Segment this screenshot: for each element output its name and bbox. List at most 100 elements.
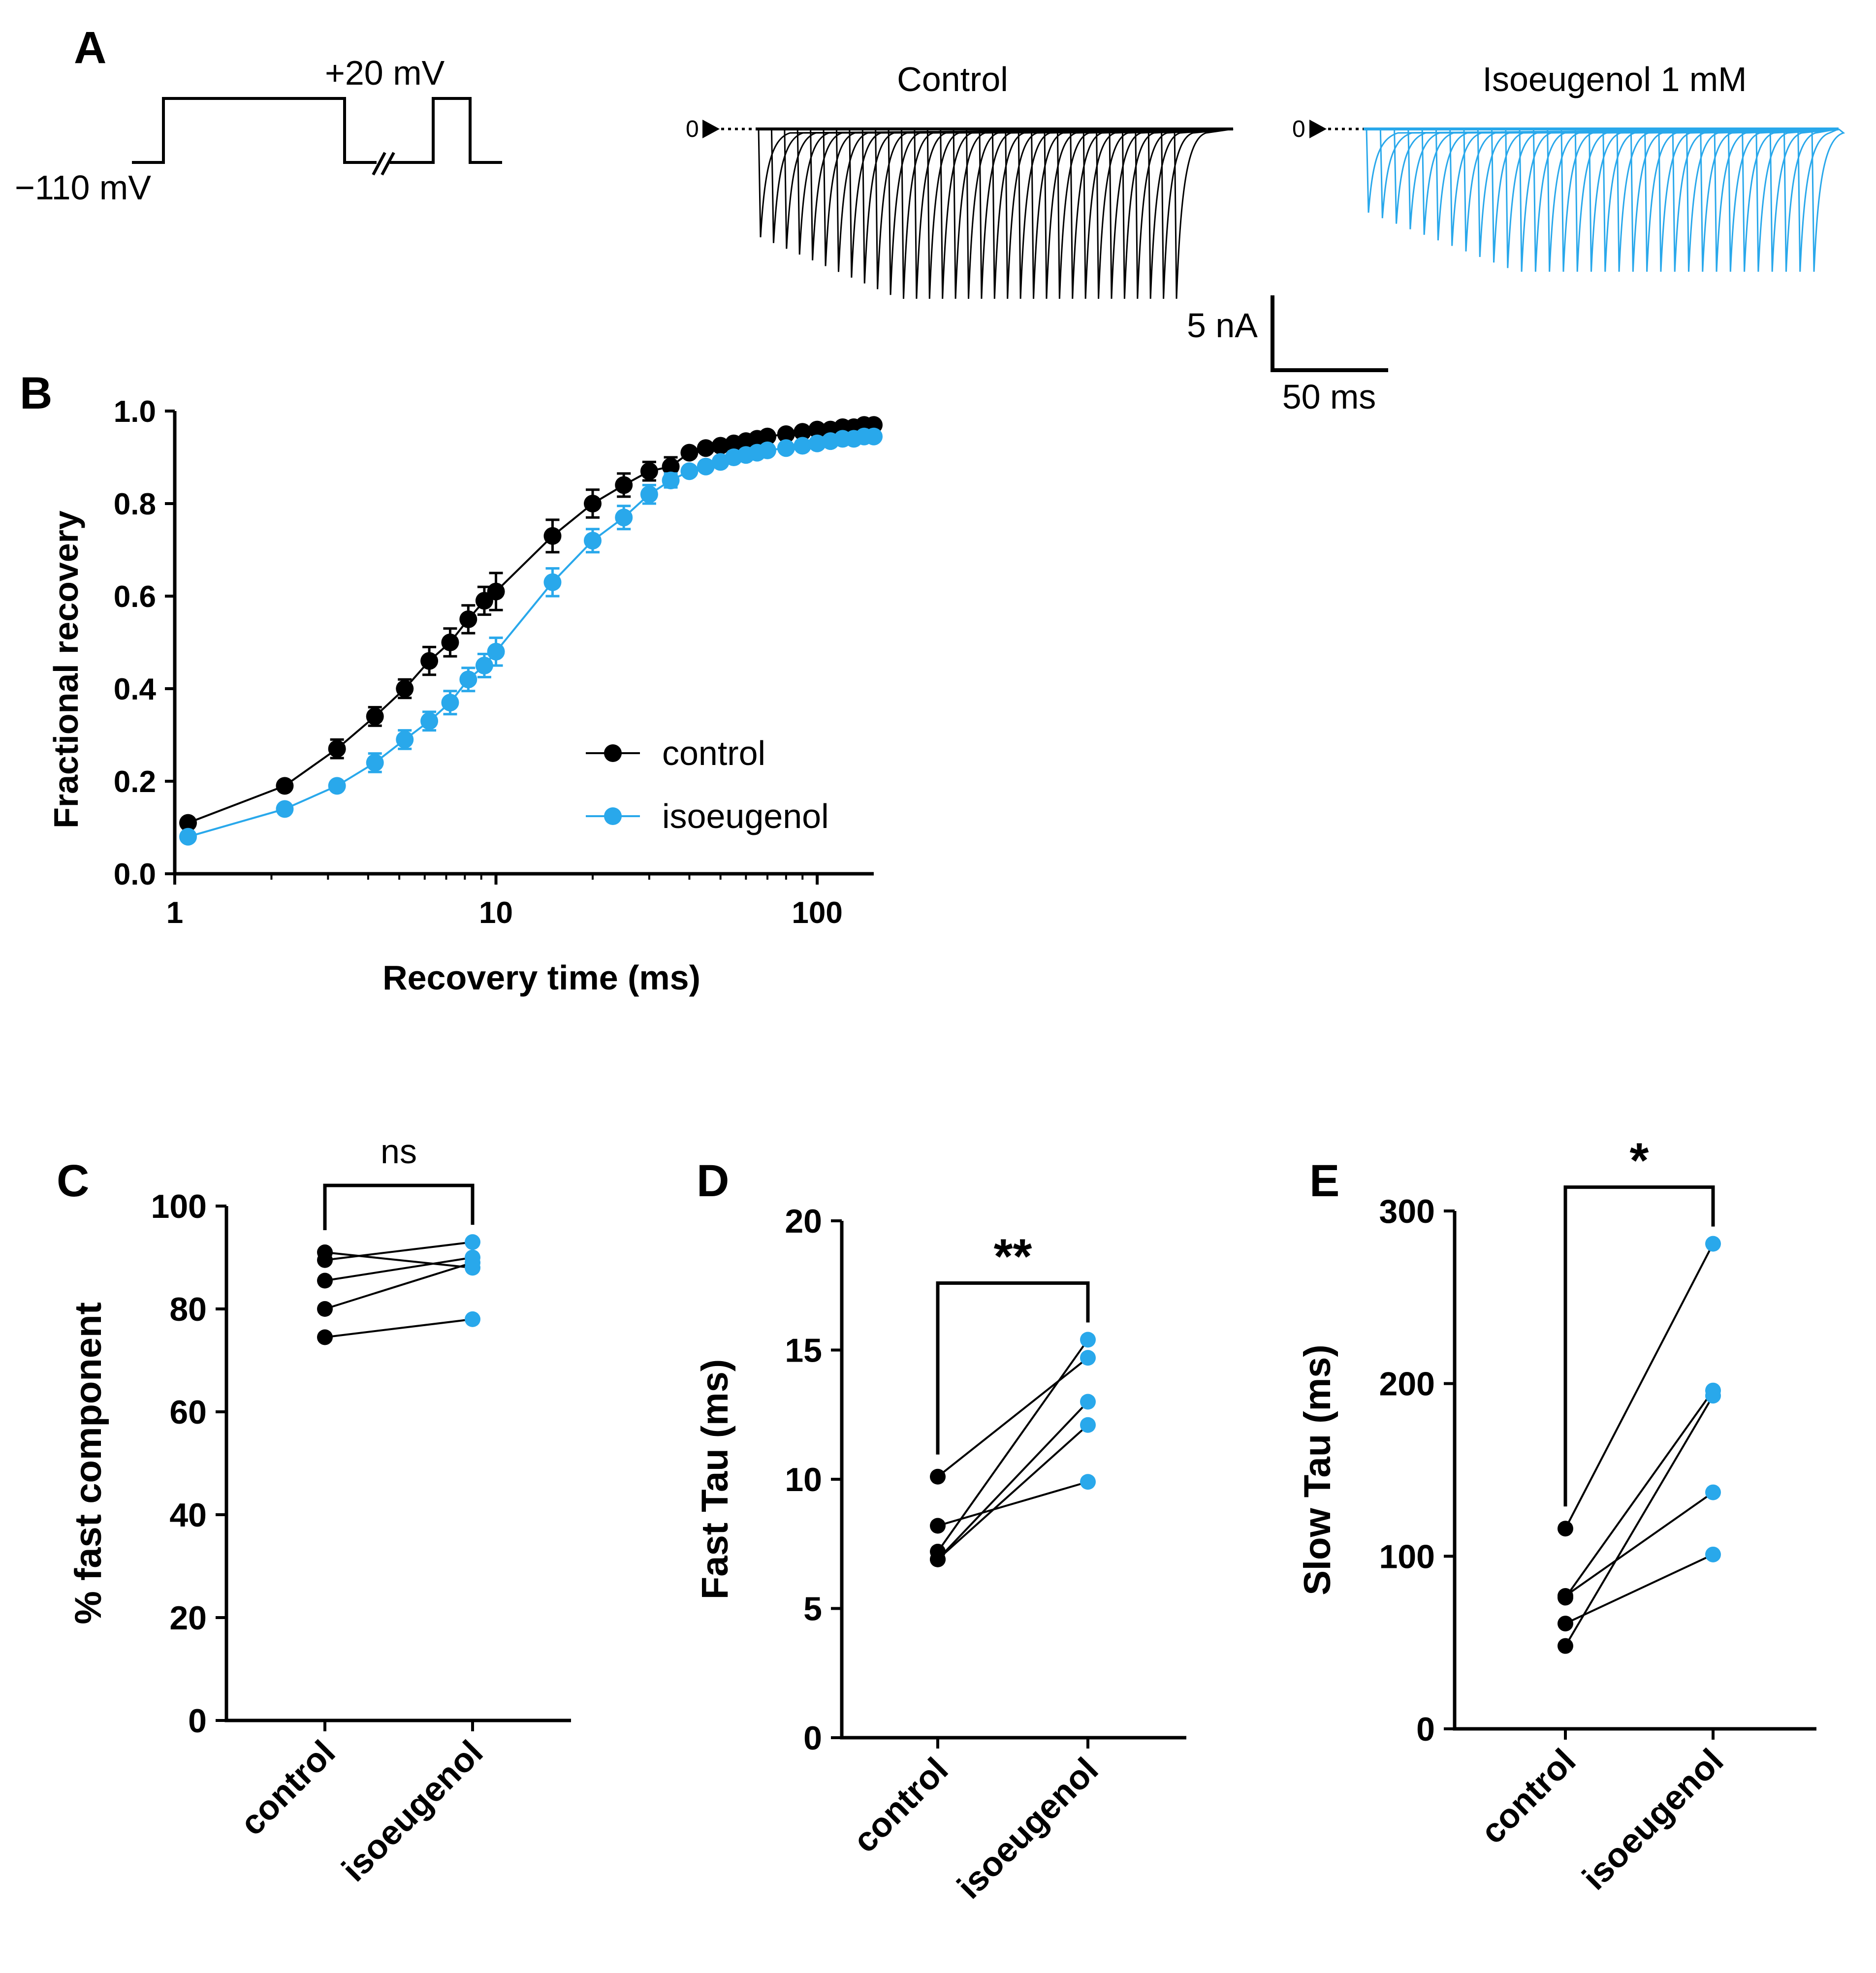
isoeugenol-point — [1705, 1484, 1721, 1500]
y-tick-label: 0.6 — [114, 580, 156, 614]
data-point-control — [680, 444, 699, 462]
pair-line — [1565, 1554, 1714, 1624]
pair-line — [324, 1318, 473, 1338]
legend-label: isoeugenol — [662, 797, 829, 835]
data-point-control — [543, 527, 562, 545]
isoeugenol-current-traces — [1364, 127, 1845, 272]
data-point-control — [487, 582, 505, 601]
data-point-isoeugenol — [697, 457, 715, 476]
current-sweep — [1364, 128, 1839, 235]
recovery-y-axis-title: Fractional recovery — [47, 510, 85, 828]
legend-label: control — [662, 734, 765, 772]
protocol-step-label: +20 mV — [325, 54, 445, 92]
data-point-control — [459, 610, 477, 628]
y-tick-label: 20 — [169, 1599, 207, 1637]
y-tick-label: 100 — [151, 1188, 207, 1225]
isoeugenol-zero-arrow-icon — [1309, 120, 1327, 138]
current-sweep — [1364, 128, 1839, 229]
isoeugenol-point — [1080, 1474, 1096, 1490]
current-sweep — [1364, 128, 1839, 272]
current-sweep — [1364, 128, 1839, 272]
data-point-control — [662, 457, 680, 476]
pair-line — [324, 1262, 473, 1310]
data-point-control — [777, 425, 795, 443]
isoeugenol-point — [1080, 1394, 1096, 1410]
data-point-isoeugenol — [328, 777, 346, 795]
paired-axis-lines — [1453, 1211, 1816, 1731]
control-zero-arrow-icon — [702, 120, 720, 138]
current-sweep — [1364, 128, 1839, 257]
x-category-label: isoeugenol — [1575, 1741, 1730, 1897]
isoeugenol-point — [1080, 1332, 1096, 1348]
paired-axis-lines — [224, 1206, 571, 1722]
y-tick-label: 0 — [188, 1702, 207, 1740]
control-point — [1558, 1521, 1573, 1537]
data-point-control — [276, 777, 294, 795]
data-point-isoeugenol — [808, 434, 827, 452]
legend-marker — [604, 744, 622, 762]
data-point-isoeugenol — [794, 437, 812, 455]
fit-curve-isoeugenol — [188, 435, 874, 838]
recovery-x-axis-title: Recovery time (ms) — [382, 958, 700, 997]
current-sweep — [1364, 128, 1839, 213]
current-sweep — [1364, 128, 1839, 272]
x-category-label: control — [1473, 1741, 1583, 1851]
isoeugenol-point — [465, 1234, 480, 1250]
control-point — [1558, 1590, 1573, 1606]
pair-line — [324, 1251, 473, 1269]
scale-bar — [1271, 295, 1388, 372]
significance-label: ** — [994, 1229, 1032, 1284]
data-point-isoeugenol — [276, 800, 294, 818]
panel-d-label: D — [697, 1156, 729, 1206]
current-sweep — [1364, 128, 1845, 272]
protocol-break-marks — [372, 152, 395, 176]
current-sweep — [1364, 128, 1839, 224]
x-category-label: control — [233, 1733, 343, 1843]
data-point-control — [794, 423, 812, 441]
data-point-isoeugenol — [711, 453, 730, 471]
current-sweep — [1364, 128, 1839, 272]
significance-label: * — [1630, 1133, 1649, 1188]
x-category-label: isoeugenol — [334, 1733, 490, 1888]
control-zero-label: 0 — [686, 116, 699, 142]
significance-label: ns — [381, 1132, 417, 1171]
control-point — [930, 1518, 946, 1534]
panel-e-label: E — [1309, 1156, 1339, 1206]
significance-bracket — [936, 1281, 1090, 1455]
panel-b: B 0.0 0.2 0.4 0.6 0.8 1.0 1 10 100 control isoeug… — [20, 368, 883, 997]
control-point — [1558, 1616, 1573, 1632]
current-sweep — [1364, 128, 1839, 272]
data-point-isoeugenol — [759, 441, 777, 459]
pair-line — [324, 1256, 473, 1282]
data-point-control — [640, 462, 658, 480]
y-tick-label: 15 — [785, 1332, 822, 1369]
data-point-isoeugenol — [615, 509, 633, 527]
y-tick-label: 0.4 — [114, 672, 157, 706]
pair-line — [1564, 1243, 1714, 1529]
current-sweep — [756, 128, 1234, 299]
isoeugenol-point — [465, 1311, 480, 1327]
data-point-isoeugenol — [640, 485, 658, 504]
data-point-control — [441, 634, 459, 651]
y-tick-label: 0.2 — [114, 765, 156, 799]
panel-a: A +20 mV −110 mV Control Isoeugenol 1 mM… — [15, 23, 1845, 416]
current-sweep — [756, 128, 1234, 299]
scale-bar-current-label: 5 nA — [1187, 306, 1258, 345]
data-point-control — [615, 476, 633, 494]
data-point-isoeugenol — [777, 439, 795, 457]
control-point — [930, 1468, 946, 1485]
data-point-isoeugenol — [420, 712, 439, 730]
y-tick-label: 0 — [1416, 1711, 1435, 1748]
pair-line — [1564, 1491, 1714, 1597]
isoeugenol-point — [1705, 1236, 1721, 1252]
significance-bracket — [1563, 1185, 1715, 1507]
y-tick-label: 1.0 — [114, 395, 156, 429]
control-point — [317, 1252, 333, 1268]
data-point-isoeugenol — [459, 670, 477, 689]
isoeugenol-zero-label: 0 — [1292, 116, 1305, 142]
data-point-isoeugenol — [179, 827, 197, 846]
data-point-isoeugenol — [865, 427, 883, 446]
data-point-isoeugenol — [583, 532, 602, 550]
